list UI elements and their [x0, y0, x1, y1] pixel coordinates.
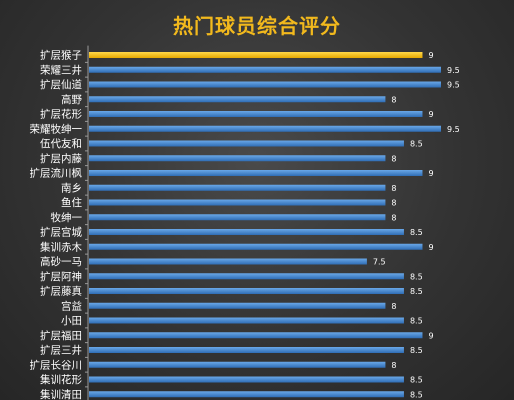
value-label: 8.5 — [410, 272, 423, 281]
category-label: 集训清田 — [40, 388, 82, 400]
value-label: 8 — [391, 199, 396, 208]
category-label: 扩层流川枫 — [30, 167, 83, 180]
category-label: 鱼住 — [61, 196, 82, 209]
value-label: 8 — [391, 361, 396, 370]
value-label: 9.5 — [447, 81, 460, 90]
value-label: 8 — [391, 302, 396, 311]
category-label: 牧绅一 — [51, 211, 83, 224]
bar — [89, 170, 423, 176]
bar — [89, 376, 404, 383]
category-label: 扩层宫城 — [40, 226, 82, 239]
bar — [89, 302, 386, 309]
value-label: 9.5 — [447, 125, 460, 134]
value-label: 8 — [391, 213, 396, 222]
value-label: 8.5 — [410, 317, 423, 326]
bar — [89, 96, 386, 103]
bar — [89, 214, 386, 221]
bar — [89, 317, 404, 324]
value-label: 8.5 — [410, 376, 423, 385]
value-label: 9 — [428, 169, 433, 178]
value-label: 9.5 — [447, 66, 460, 75]
category-label: 宫益 — [61, 299, 82, 312]
category-label: 荣耀牧绅一 — [30, 122, 83, 135]
category-label: 集训赤木 — [40, 240, 82, 253]
value-label: 9 — [428, 51, 433, 60]
category-label: 集训花形 — [40, 373, 82, 386]
value-label: 8.5 — [410, 228, 423, 237]
category-label: 扩层内藤 — [40, 152, 82, 165]
bar — [89, 288, 404, 294]
value-label: 8.5 — [410, 140, 423, 149]
bar — [89, 273, 404, 280]
bar — [89, 155, 386, 162]
chart-title: 热门球员综合评分 — [173, 14, 341, 38]
bar — [89, 391, 404, 398]
bar — [89, 332, 423, 339]
value-label: 9 — [428, 331, 433, 340]
category-label: 高砂一马 — [40, 255, 82, 268]
bar — [89, 347, 404, 353]
bar — [89, 184, 386, 191]
value-label: 7.5 — [373, 258, 386, 267]
category-label: 扩层三井 — [40, 344, 82, 357]
category-label: 南乡 — [61, 181, 82, 194]
value-label: 8.5 — [410, 390, 423, 399]
category-label: 小田 — [61, 315, 82, 327]
bar — [89, 66, 441, 73]
bar — [89, 361, 386, 368]
bar — [89, 140, 404, 147]
value-label: 8 — [391, 95, 396, 104]
category-label: 扩层阿神 — [40, 270, 82, 283]
value-label: 8 — [391, 184, 396, 193]
category-label: 扩层仙道 — [40, 78, 82, 91]
value-label: 9 — [428, 243, 433, 252]
value-label: 8.5 — [410, 346, 423, 355]
bar — [89, 258, 367, 265]
category-label: 扩层福田 — [40, 329, 82, 342]
category-label: 伍代友和 — [40, 137, 82, 150]
bar-highlight — [89, 52, 423, 58]
category-label: 荣耀三井 — [40, 63, 82, 76]
category-label: 高野 — [61, 93, 82, 106]
bar — [89, 111, 423, 117]
bar — [89, 243, 423, 250]
value-label: 9 — [428, 110, 433, 119]
bar — [89, 81, 441, 88]
category-label: 扩层长谷川 — [30, 358, 83, 371]
bar — [89, 199, 386, 206]
bar — [89, 125, 441, 132]
category-label: 扩层藤真 — [40, 285, 82, 298]
bar — [89, 229, 404, 235]
value-label: 8 — [391, 154, 396, 163]
value-label: 8.5 — [410, 287, 423, 296]
category-label: 扩层花形 — [40, 108, 82, 121]
category-label: 扩层猴子 — [40, 49, 82, 62]
